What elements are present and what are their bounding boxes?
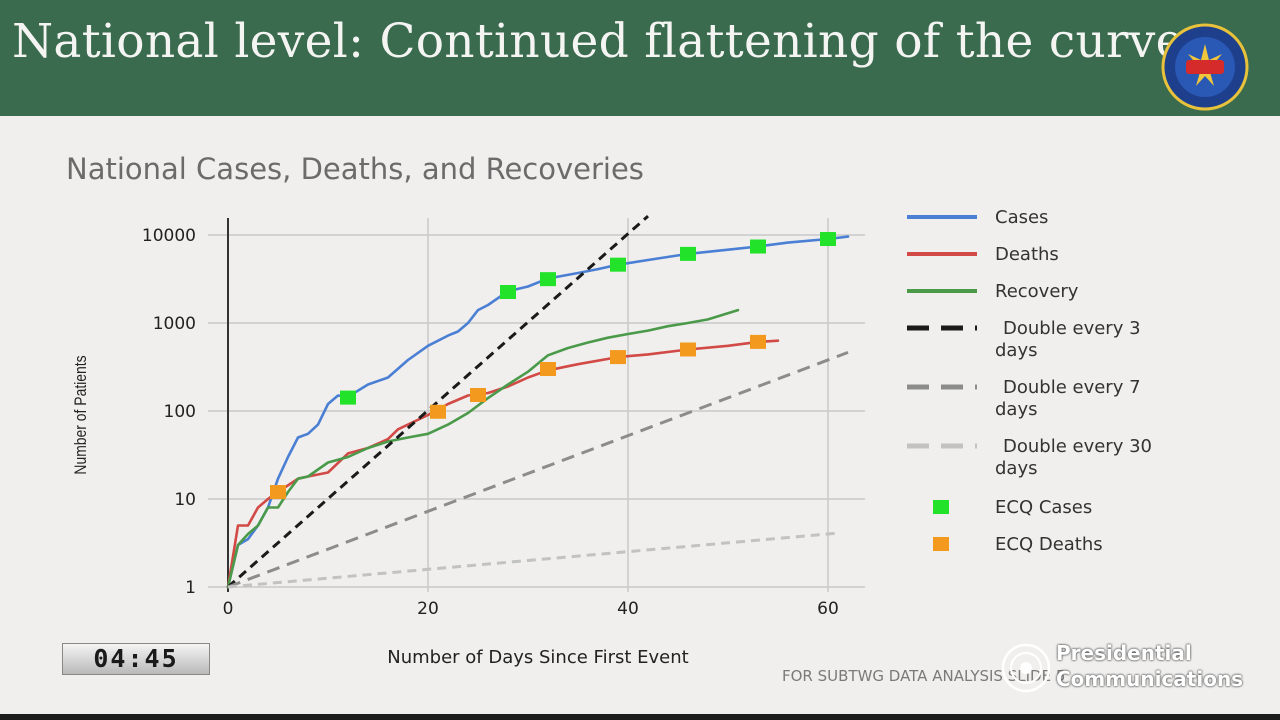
slide-title: National level: Continued flattening of … [12,14,1184,69]
y-tick-label: 10000 [142,226,196,246]
ecq-deaths-marker [430,404,446,419]
x-tick-label: 20 [417,599,439,619]
seal-icon [1001,643,1051,693]
title-banner: National level: Continued flattening of … [0,0,1280,116]
legend-label: ECQ Cases [995,497,1093,518]
legend-label: Double every 3 days [995,318,1141,361]
y-tick-label: 10 [174,490,196,510]
y-tick-label: 1000 [153,314,196,334]
ecq-cases-marker [540,272,556,287]
ecq-deaths-marker [610,350,626,365]
footnote: FOR SUBTWG DATA ANALYSIS SLIDE 5 [782,667,1066,685]
deaths-line [226,339,780,589]
cases-line [226,235,850,589]
presidential-communications-watermark: Presidential Communications [1000,640,1270,696]
ecq-cases-marker [820,232,836,247]
ecq-cases-marker [340,390,356,405]
y-tick-label: 100 [164,402,196,422]
legend-swatch [907,252,977,256]
ecq-cases-marker [680,246,696,261]
double-every-30-days-line [227,531,839,589]
legend-label: Recovery [995,281,1079,302]
legend-swatch [907,215,977,219]
watermark-line-1: Presidential [1056,641,1192,665]
recovery-line [226,308,740,589]
watermark-line-2: Communications [1056,667,1244,691]
legend-label: Cases [995,207,1049,228]
y-axis-label: Number of Patients [72,355,91,474]
legend-label: ECQ Deaths [995,534,1103,555]
ecq-deaths-marker [270,485,286,500]
ecq-deaths-marker [540,362,556,377]
double-every-7-days-line [227,350,849,589]
x-tick-label: 0 [223,599,234,619]
legend-label: Double every 30 days [995,436,1152,479]
ecq-cases-marker [500,285,516,300]
grid-lines [208,218,865,592]
double-every-3-days-line [227,214,649,589]
rtvm-logo [1161,23,1249,111]
y-tick-label: 1 [185,578,196,598]
legend-label: Deaths [995,244,1059,265]
ecq-cases-marker [750,239,766,254]
chart-title: National Cases, Deaths, and Recoveries [66,152,644,186]
legend-swatch [907,325,977,331]
ecq-deaths-marker [750,334,766,349]
ecq-cases-marker [610,257,626,272]
x-axis-label: Number of Days Since First Event [387,647,688,668]
series-group [226,214,850,589]
legend-label: Double every 7 days [995,377,1141,420]
legend-swatch [933,537,949,551]
countdown-timer: 04:45 [62,643,210,675]
axes: 1 10 100 1000 10000 0 20 40 60 [142,226,839,619]
legend-swatch [933,500,949,514]
legend-swatch [907,384,977,390]
x-tick-label: 40 [617,599,639,619]
legend-swatch [907,443,977,449]
x-tick-label: 60 [817,599,839,619]
ecq-deaths-marker [680,342,696,357]
legend-swatch [907,289,977,293]
ecq-deaths-marker [470,387,486,402]
